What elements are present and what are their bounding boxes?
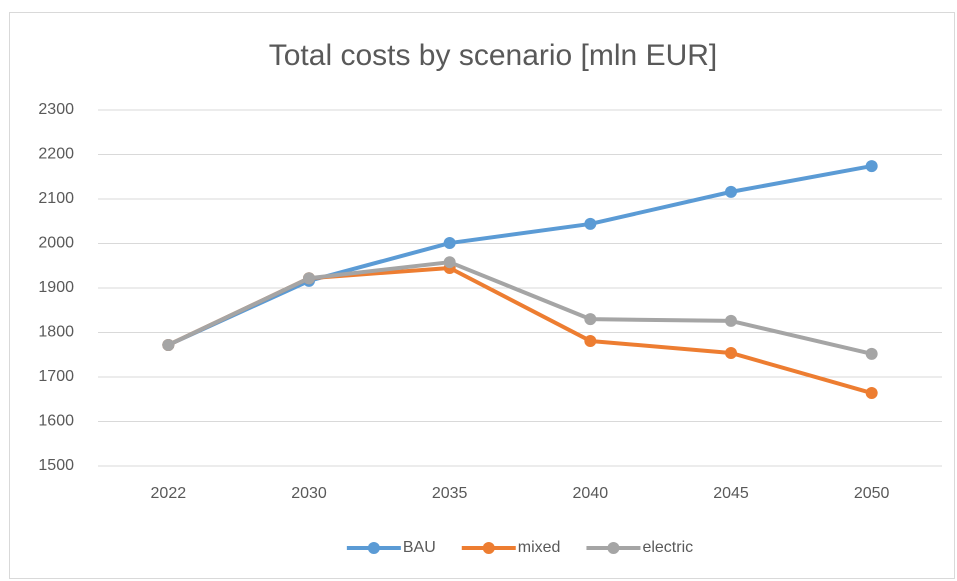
marker	[865, 160, 878, 173]
marker	[162, 338, 175, 351]
y-tick-label: 2000	[38, 235, 74, 252]
marker	[725, 314, 737, 327]
x-tick-label: 2035	[432, 485, 468, 502]
legend: BAU mixed electric	[346, 539, 693, 556]
chart-title: Total costs by scenario [mln EUR]	[269, 39, 718, 72]
chart-border	[9, 12, 955, 579]
marker	[725, 346, 737, 359]
legend-marker	[482, 542, 495, 554]
line	[167, 164, 873, 347]
y-tick-label: 1600	[38, 413, 74, 430]
legend-label: mixed	[518, 539, 561, 556]
y-tick-label: 2300	[38, 101, 74, 118]
marker	[303, 272, 315, 285]
marker	[584, 334, 597, 347]
y-tick-label: 1800	[38, 324, 74, 341]
legend-marker	[367, 542, 380, 554]
x-tick-label: 2022	[151, 485, 187, 502]
y-tick-label: 1700	[38, 368, 74, 385]
line	[167, 260, 873, 356]
marker	[584, 217, 597, 230]
x-tick-label: 2050	[854, 485, 890, 502]
marker	[584, 313, 597, 326]
legend-label: BAU	[403, 539, 436, 556]
y-tick-label: 2100	[38, 190, 74, 207]
y-tick-label: 1900	[38, 279, 74, 296]
marker	[443, 237, 456, 250]
x-tick-label: 2045	[713, 485, 749, 502]
marker	[865, 387, 878, 400]
legend-marker	[607, 542, 620, 554]
marker	[443, 256, 456, 269]
legend-label: electric	[642, 539, 693, 556]
y-tick-label: 1500	[38, 457, 74, 474]
marker	[865, 347, 878, 360]
x-tick-label: 2030	[291, 485, 327, 502]
x-tick-label: 2040	[573, 485, 609, 502]
marker	[725, 185, 737, 198]
y-tick-label: 2200	[38, 146, 74, 163]
